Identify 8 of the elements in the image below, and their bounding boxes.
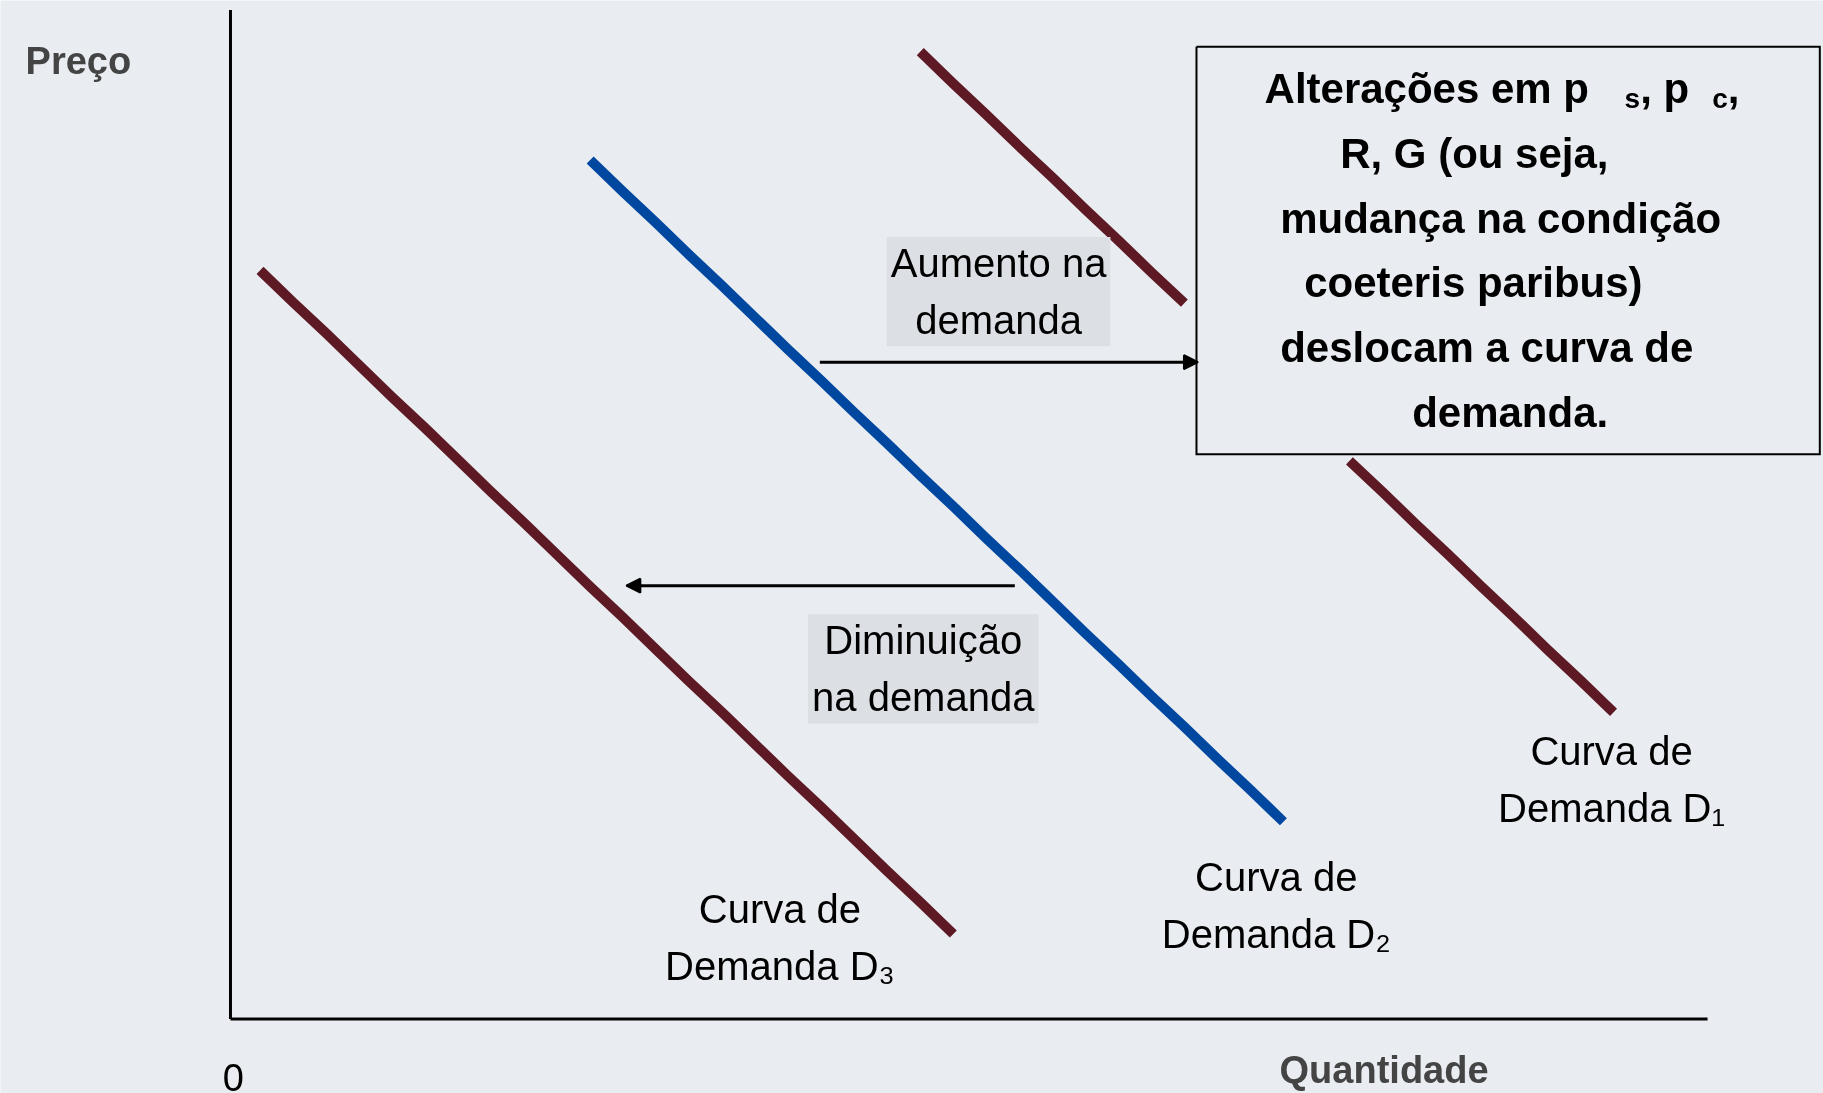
annotation: Diminuição na demanda <box>812 618 1036 720</box>
text: Curva de Demanda D₂ <box>1161 854 1391 956</box>
y-axis-title: Preço <box>25 40 132 83</box>
annotation: Aumento na demanda <box>890 241 1108 343</box>
series-label: Curva de Demanda D₁ <box>1498 728 1726 831</box>
text: 0 <box>222 1056 245 1093</box>
x-axis-title: Quantidade <box>1279 1049 1489 1092</box>
series-label: Curva de Demanda D₃ <box>665 886 895 988</box>
